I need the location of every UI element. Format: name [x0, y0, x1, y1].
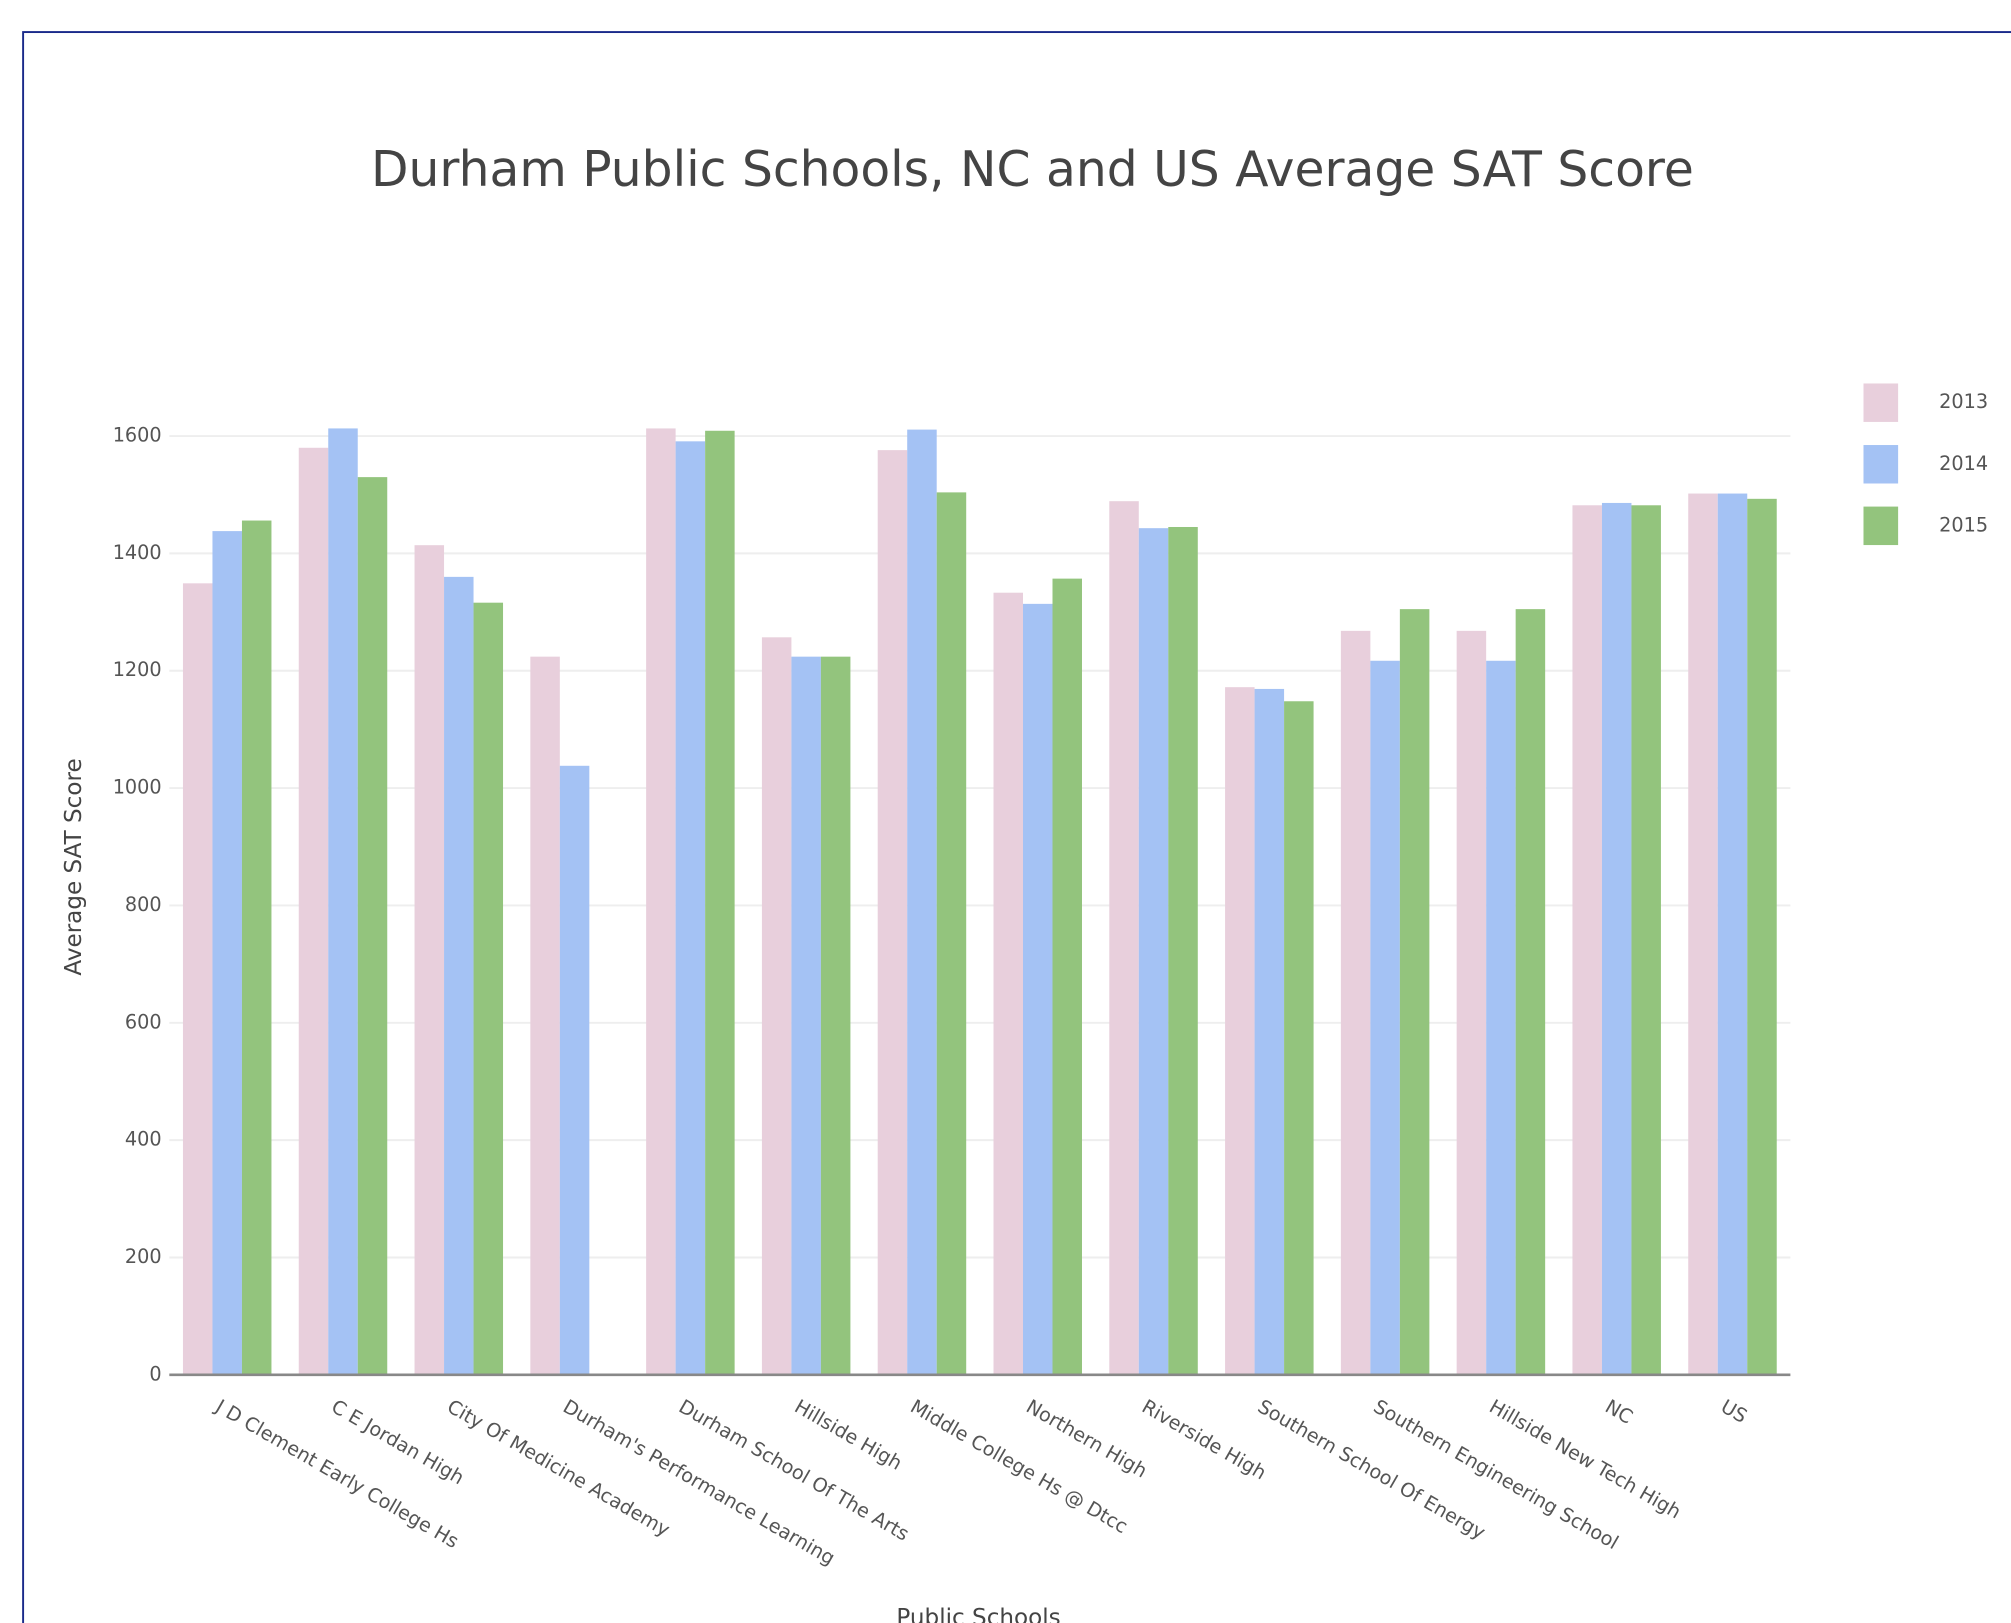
bar — [1717, 493, 1748, 1375]
bar — [820, 656, 851, 1375]
x-tick-label: Riverside High — [1138, 1395, 1270, 1485]
legend-swatch — [1863, 383, 1899, 422]
bar — [1515, 609, 1546, 1375]
y-tick-label: 1400 — [113, 541, 162, 564]
bar — [559, 765, 590, 1375]
x-tick-label: Southern School Of Energy — [1254, 1395, 1490, 1544]
bar — [212, 531, 242, 1375]
bar — [530, 656, 560, 1375]
frame — [22, 31, 2011, 1623]
bar — [444, 576, 474, 1375]
bar — [1688, 493, 1718, 1375]
bar — [1138, 528, 1169, 1375]
bar — [1601, 502, 1632, 1375]
bar — [473, 602, 504, 1375]
x-tick-label: Hillside High — [791, 1395, 907, 1475]
bar — [1486, 660, 1516, 1375]
y-tick-label: 600 — [125, 1010, 162, 1033]
bar — [646, 428, 676, 1375]
x-tick-label: US — [1717, 1395, 1751, 1428]
x-tick-label: Middle College Hs @ Dtcc — [906, 1395, 1131, 1538]
bar — [357, 477, 388, 1375]
bar — [1747, 498, 1777, 1375]
y-tick-label: 200 — [125, 1245, 162, 1268]
legend-label: 2015 — [1939, 513, 1988, 536]
y-tick-label: 800 — [125, 893, 162, 916]
x-axis-label: Public Schools — [896, 1605, 1060, 1623]
bar — [1631, 505, 1661, 1375]
legend-swatch — [1863, 445, 1899, 484]
bar — [705, 430, 735, 1375]
bar — [1109, 501, 1139, 1375]
bar — [241, 520, 272, 1375]
bar — [328, 428, 358, 1375]
bar — [1168, 526, 1198, 1375]
bar — [1022, 603, 1053, 1375]
bar — [907, 429, 937, 1375]
legend-label: 2013 — [1939, 390, 1988, 413]
bar — [993, 592, 1023, 1375]
y-tick-label: 1600 — [113, 424, 162, 447]
chart-title: Durham Public Schools, NC and US Average… — [371, 142, 1694, 198]
bar — [936, 492, 967, 1375]
bar — [1572, 505, 1602, 1375]
y-tick-label: 0 — [149, 1362, 161, 1385]
y-tick-label: 1200 — [113, 658, 162, 681]
y-axis-label: Average SAT Score — [61, 758, 87, 975]
bar — [877, 450, 908, 1375]
bar — [414, 545, 445, 1375]
bar — [1052, 578, 1082, 1375]
bar — [1225, 687, 1255, 1375]
bar — [1284, 701, 1314, 1375]
bar — [182, 583, 213, 1375]
x-tick-label: City Of Medicine Academy — [443, 1395, 674, 1541]
bar — [791, 656, 821, 1375]
x-tick-label: NC — [1601, 1395, 1637, 1429]
bar — [298, 447, 329, 1375]
y-tick-label: 400 — [125, 1128, 162, 1151]
bar — [1340, 630, 1371, 1375]
bar — [1456, 630, 1487, 1375]
legend-label: 2014 — [1939, 452, 1988, 475]
bar — [1254, 688, 1285, 1375]
legend-swatch — [1863, 506, 1899, 546]
y-tick-label: 1000 — [113, 776, 162, 799]
bar — [1370, 660, 1400, 1375]
x-tick-label: Hillside New Tech High — [1485, 1395, 1685, 1524]
bar — [675, 441, 706, 1375]
bar — [1399, 609, 1430, 1375]
bar — [761, 637, 792, 1375]
